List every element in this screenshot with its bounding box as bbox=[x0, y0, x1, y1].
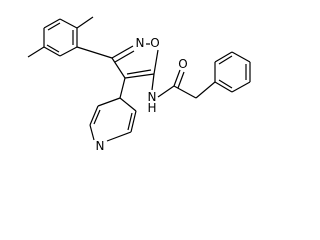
atom-label: O bbox=[150, 36, 159, 50]
atom-label: N bbox=[136, 36, 145, 50]
atom-label: N bbox=[96, 139, 105, 153]
atom-label: N bbox=[148, 90, 157, 104]
atom-label: H bbox=[147, 101, 156, 115]
bonds bbox=[27, 16, 251, 142]
structure: N O N H O N bbox=[27, 16, 251, 153]
atom-label: O bbox=[178, 57, 187, 71]
page: {"atoms": [{"label": "N"}, {"label": "O"… bbox=[27, 16, 251, 153]
